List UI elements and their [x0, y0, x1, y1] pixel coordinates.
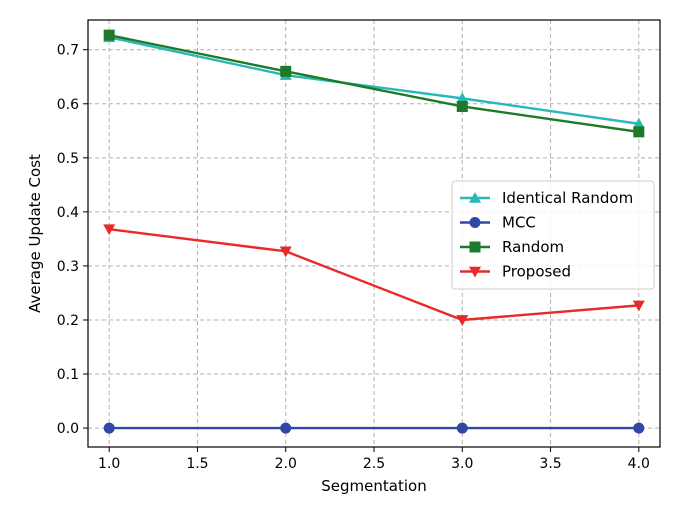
x-tick-label: 2.0 — [275, 456, 297, 472]
legend-marker — [469, 266, 481, 278]
x-tick-label: 2.5 — [363, 456, 385, 472]
data-point-random — [103, 29, 115, 41]
legend-label: Identical Random — [502, 189, 633, 207]
y-tick-label: 0.1 — [57, 367, 79, 383]
data-point-identical-random — [632, 117, 645, 129]
data-point-mcc — [633, 422, 645, 434]
x-tick-label: 3.0 — [451, 456, 473, 472]
x-tick-label: 1.5 — [186, 456, 208, 472]
legend-label: MCC — [502, 214, 536, 232]
legend-label: Random — [502, 238, 564, 256]
y-tick-label: 0.7 — [57, 43, 79, 59]
series-mcc — [103, 422, 645, 434]
x-tick-label: 3.5 — [539, 456, 561, 472]
legend-item-identical-random: Identical Random — [460, 189, 633, 207]
legend-box — [451, 180, 655, 290]
y-tick-label: 0.0 — [57, 421, 79, 437]
data-point-random — [280, 65, 292, 77]
y-tick-label: 0.4 — [57, 205, 79, 221]
data-point-mcc — [280, 422, 292, 434]
data-point-mcc — [103, 422, 115, 434]
series-line-identical-random — [108, 36, 639, 125]
legend-label: Proposed — [502, 263, 571, 281]
data-point-identical-random — [456, 92, 469, 104]
legend: Identical Random MCC Random Proposed — [451, 180, 655, 290]
data-point-mcc — [456, 422, 468, 434]
x-axis-label: Segmentation — [321, 477, 426, 495]
series-proposed — [103, 224, 645, 326]
x-axis: 1.0 1.5 2.0 2.5 3.0 3.5 4.0 — [98, 447, 650, 472]
series-random — [103, 29, 645, 138]
y-axis: 0.0 0.1 0.2 0.3 0.4 0.5 0.6 0.7 — [57, 43, 88, 437]
y-axis-label: Average Update Cost — [26, 154, 44, 313]
series-layer — [103, 29, 645, 434]
data-point-proposed — [456, 315, 469, 326]
y-tick-label: 0.3 — [57, 259, 79, 275]
y-tick-label: 0.2 — [57, 313, 79, 329]
data-point-proposed — [632, 300, 645, 312]
legend-item-random: Random — [460, 238, 564, 256]
series-line-proposed — [109, 227, 639, 322]
legend-marker — [469, 192, 481, 203]
data-point-random — [456, 100, 468, 112]
y-tick-label: 0.6 — [57, 97, 79, 113]
data-point-proposed — [103, 224, 116, 236]
legend-marker — [469, 217, 481, 228]
legend-marker — [469, 241, 481, 253]
series-line-random — [108, 33, 639, 134]
y-tick-label: 0.5 — [57, 151, 79, 167]
data-point-proposed — [279, 246, 292, 258]
legend-item-mcc: MCC — [460, 214, 536, 232]
legend-item-proposed: Proposed — [460, 263, 571, 281]
x-tick-label: 4.0 — [628, 456, 650, 472]
data-point-random — [633, 126, 645, 138]
x-tick-label: 1.0 — [98, 456, 120, 472]
